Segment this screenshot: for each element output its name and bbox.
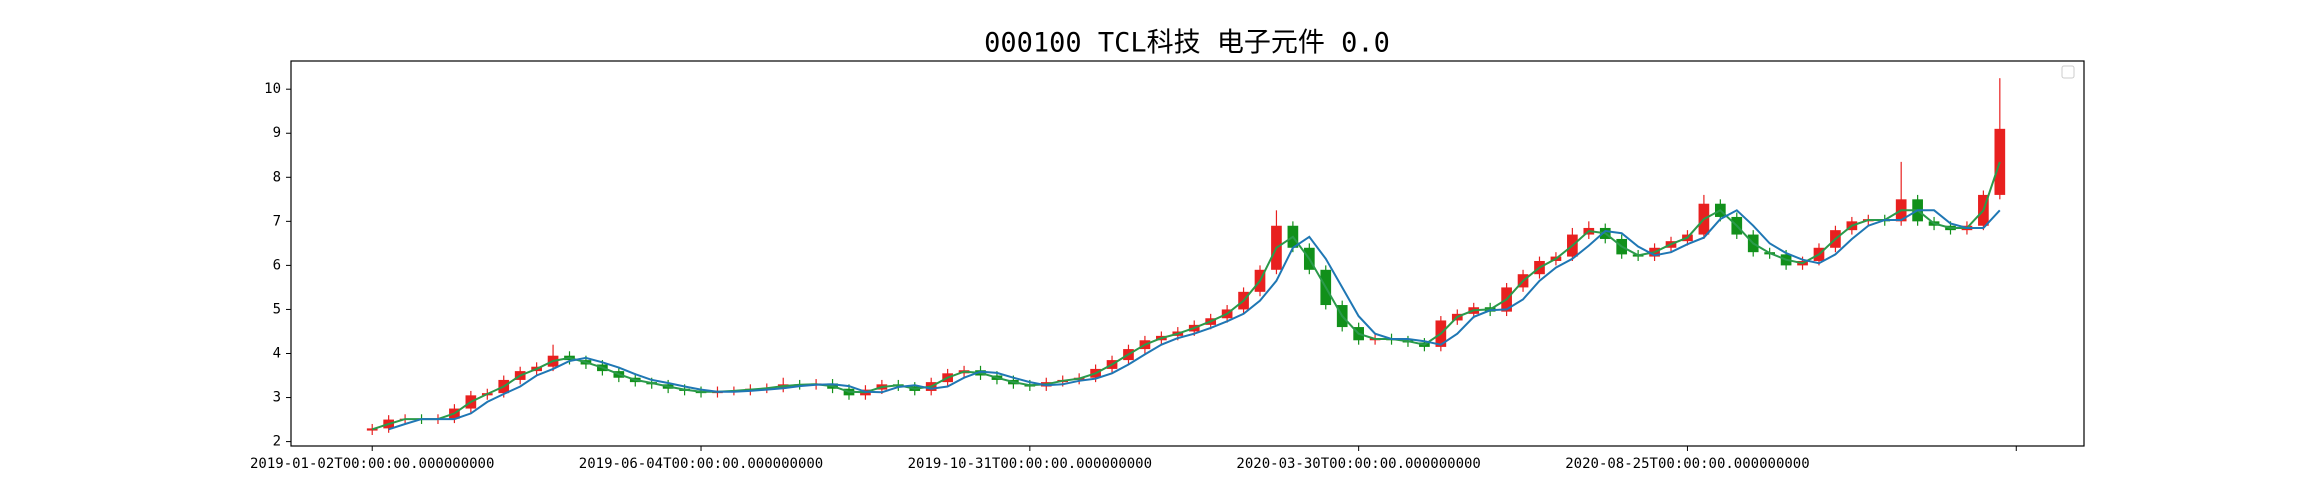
y-tick-label: 3: [273, 390, 281, 406]
x-tick-label: 2020-03-30T00:00:00.000000000: [1236, 456, 1480, 472]
candle-body: [366, 428, 378, 431]
legend-box: [2061, 65, 2075, 79]
moving-average-line: [388, 209, 2001, 431]
y-tick-label: 4: [273, 345, 281, 361]
y-tick-label: 6: [273, 257, 281, 273]
y-tick-label: 2: [273, 434, 281, 450]
x-tick-label: 2019-10-31T00:00:00.000000000: [908, 456, 1152, 472]
x-tick-label: 2019-06-04T00:00:00.000000000: [579, 456, 823, 472]
plot-frame: [290, 60, 2085, 447]
y-tick-label: 9: [273, 125, 281, 141]
moving-average-line: [371, 161, 2001, 431]
chart-title: 000100 TCL科技 电子元件 0.0: [984, 28, 1390, 59]
x-tick-label: 2020-08-25T00:00:00.000000000: [1565, 456, 1809, 472]
x-tick-label: 2019-01-02T00:00:00.000000000: [250, 456, 494, 472]
candle-body: [1994, 128, 2006, 195]
y-tick-label: 10: [264, 81, 281, 97]
y-tick-label: 5: [273, 301, 281, 317]
y-tick-label: 7: [273, 213, 281, 229]
y-tick-label: 8: [273, 169, 281, 185]
